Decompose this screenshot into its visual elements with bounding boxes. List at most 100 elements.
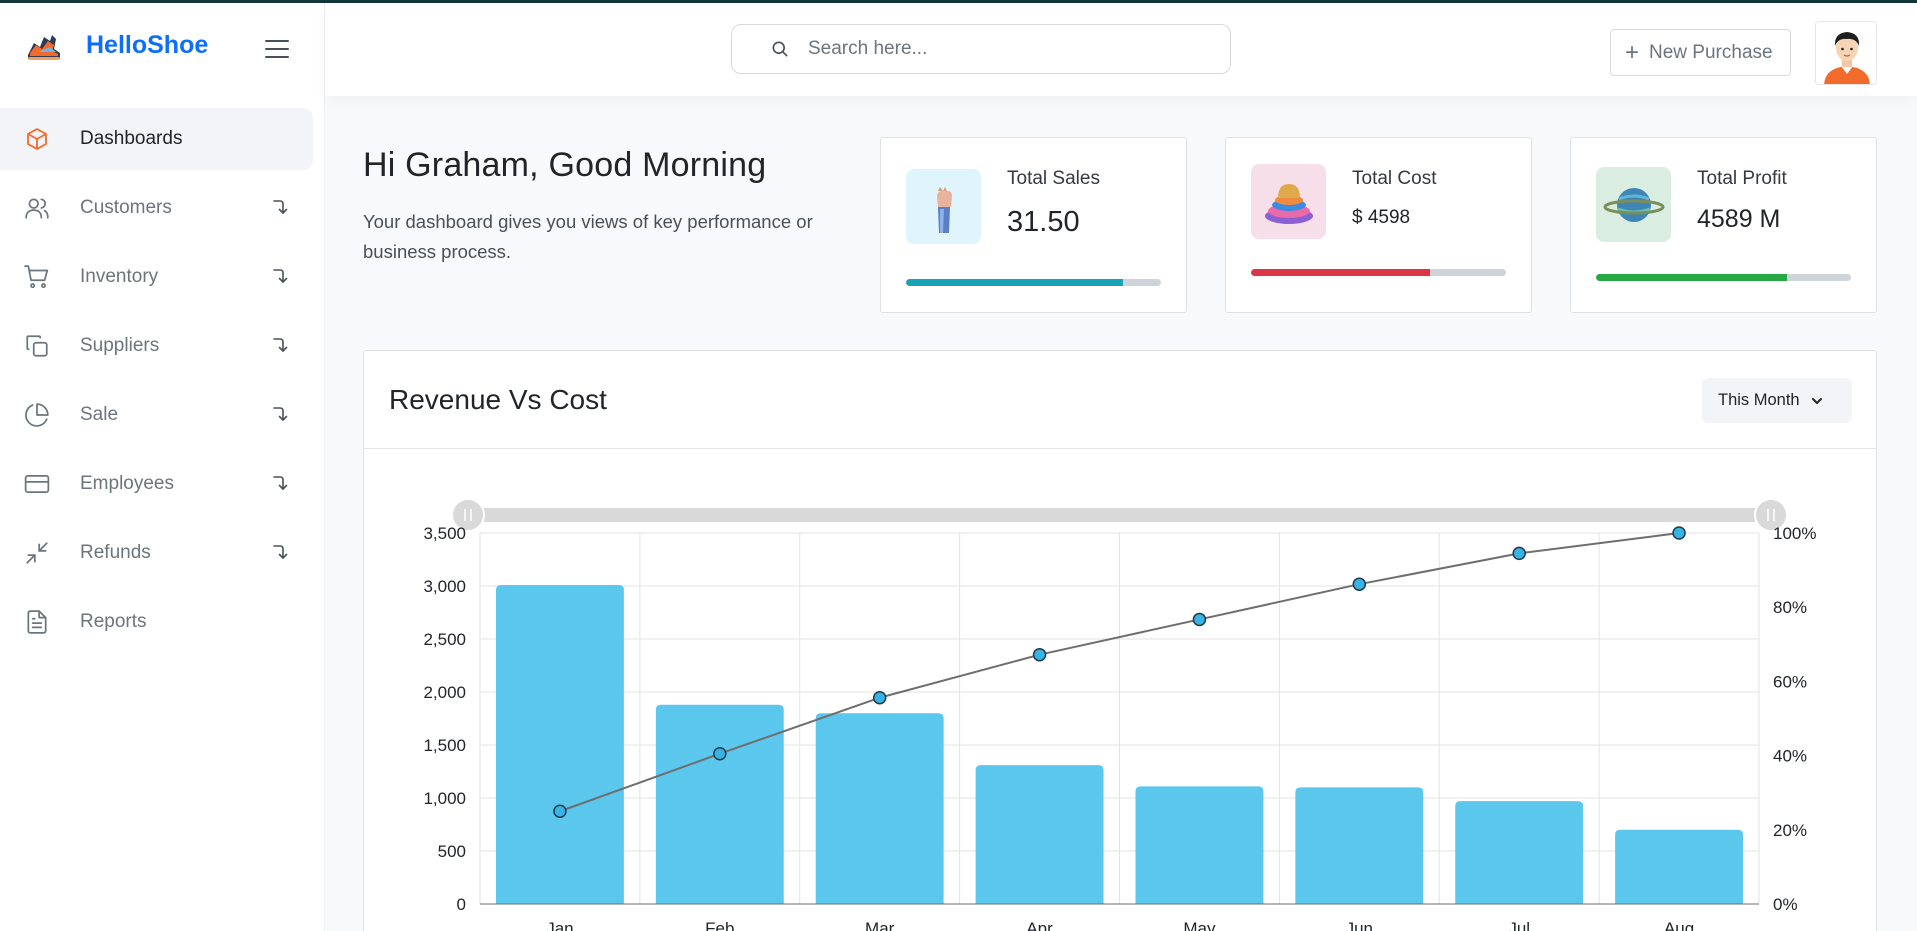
card-title: Total Profit (1697, 168, 1787, 189)
chevron-down-icon (1811, 397, 1822, 404)
raised-fist-icon (906, 169, 981, 244)
y2-tick-label: 20% (1773, 821, 1807, 840)
stacked-rings-icon (1251, 164, 1326, 239)
line-point (713, 746, 727, 761)
line-point (1672, 526, 1686, 540)
corner-down-right-icon (273, 545, 288, 559)
bar (815, 713, 944, 904)
bar (495, 584, 624, 904)
sidebar-item-label: Inventory (80, 266, 159, 287)
topbar: + New Purchase (325, 3, 1917, 96)
y-tick-label: 1,000 (423, 789, 466, 808)
credit-card-icon (24, 471, 50, 497)
file-text-icon (24, 609, 50, 635)
x-tick-label: Jun (1346, 919, 1373, 931)
sales-progress-bar (906, 279, 1161, 286)
zoom-handle-end[interactable] (1754, 498, 1788, 532)
search-box[interactable] (731, 24, 1231, 74)
sidebar-item-label: Customers (80, 197, 172, 218)
greeting-title: Hi Graham, Good Morning (363, 146, 767, 184)
zoom-slider-track (470, 508, 1769, 522)
search-icon (772, 41, 788, 57)
greeting-subtitle: Your dashboard gives you views of key pe… (363, 211, 813, 262)
sidebar-item-sale[interactable]: Sale (0, 384, 313, 446)
plus-icon: + (1625, 38, 1640, 66)
sidebar-item-label: Sale (80, 404, 119, 425)
sidebar-nav: Dashboards Customers Inventory Suppliers (0, 108, 325, 660)
y2-tick-label: 100% (1773, 524, 1816, 543)
x-tick-label: Apr (1026, 919, 1053, 931)
zoom-handle-knob (1754, 498, 1788, 532)
x-tick-label: Jul (1508, 919, 1530, 931)
bar (655, 704, 784, 904)
sidebar-item-inventory[interactable]: Inventory (0, 246, 313, 308)
sidebar-item-label: Dashboards (80, 128, 183, 149)
sidebar-item-reports[interactable]: Reports (0, 591, 313, 653)
card-value: $ 4598 (1352, 207, 1411, 228)
new-purchase-label: New Purchase (1649, 41, 1773, 63)
zoom-handle-knob (451, 498, 485, 532)
minimize-icon (24, 540, 50, 566)
sidebar-item-label: Refunds (80, 542, 151, 563)
bar-series (495, 584, 1744, 904)
y-tick-label: 0 (457, 895, 466, 914)
card-title: Total Cost (1352, 168, 1437, 189)
sidebar-item-label: Suppliers (80, 335, 160, 356)
sidebar-item-employees[interactable]: Employees (0, 453, 313, 515)
zoom-slider (451, 498, 1788, 532)
search-input[interactable] (808, 38, 1188, 60)
revenue-cost-chart: 0 500 1,000 1,500 2,000 2,500 3,000 3,500 0% 20% 4… (423, 498, 1816, 931)
line-point (872, 690, 887, 705)
planet-icon (1596, 167, 1671, 242)
sidebar: HelloShoe Dashboards Customers Inventory (0, 3, 325, 931)
line-point (553, 804, 567, 818)
sidebar-item-dashboards[interactable]: Dashboards (0, 108, 313, 170)
brand[interactable]: HelloShoe (24, 25, 208, 65)
line-series (553, 526, 1686, 818)
x-axis: Jan Feb Mar Apr May Jun Jul Aug (546, 919, 1694, 931)
period-label: This Month (1718, 391, 1800, 409)
y2-tick-label: 40% (1773, 747, 1807, 766)
line-point (1192, 612, 1207, 627)
y2-tick-label: 0% (1773, 895, 1798, 914)
corner-down-right-icon (273, 269, 288, 283)
x-tick-label: Aug (1664, 919, 1694, 931)
total-sales-card: Total Sales 31.50 (880, 137, 1187, 313)
avatar[interactable] (1815, 21, 1877, 85)
cost-progress-bar (1251, 269, 1506, 276)
y-tick-label: 500 (438, 842, 466, 861)
sidebar-item-label: Employees (80, 473, 174, 494)
line-point (1032, 647, 1047, 662)
corner-down-right-icon (273, 407, 288, 421)
corner-down-right-icon (273, 200, 288, 214)
panel-header: Revenue Vs Cost This Month (364, 351, 1876, 449)
line-point (1512, 546, 1526, 561)
corner-down-right-icon (273, 476, 288, 490)
menu-toggle-icon[interactable] (265, 40, 289, 60)
y-axis-left: 0 500 1,000 1,500 2,000 2,500 3,000 3,500 (423, 524, 466, 914)
y-axis-right: 0% 20% 40% 60% 80% 100% (1773, 524, 1816, 914)
y2-tick-label: 80% (1773, 598, 1807, 617)
cube-icon (24, 126, 50, 152)
y2-tick-label: 60% (1773, 672, 1807, 691)
sidebar-item-customers[interactable]: Customers (0, 177, 313, 239)
new-purchase-button[interactable]: + New Purchase (1610, 29, 1791, 76)
card-value: 31.50 (1007, 206, 1080, 238)
sidebar-item-refunds[interactable]: Refunds (0, 522, 313, 584)
sidebar-item-suppliers[interactable]: Suppliers (0, 315, 313, 377)
x-tick-label: Feb (705, 919, 734, 931)
x-tick-label: May (1183, 919, 1216, 931)
line-point (1352, 577, 1367, 591)
card-value: 4589 M (1697, 205, 1781, 233)
total-cost-card: Total Cost $ 4598 (1225, 137, 1532, 313)
bar (1455, 801, 1584, 904)
line-path (559, 532, 1680, 813)
shoe-logo-icon (28, 35, 60, 60)
revenue-vs-cost-panel: Revenue Vs Cost This Month 0 500 1,000 1,50… (363, 350, 1877, 931)
period-dropdown[interactable]: This Month (1702, 378, 1852, 423)
zoom-handle-start[interactable] (451, 498, 485, 532)
y-tick-label: 2,500 (423, 630, 466, 649)
card-title: Total Sales (1007, 168, 1100, 189)
panel-title: Revenue Vs Cost (389, 384, 607, 415)
x-tick-label: Mar (865, 919, 895, 931)
